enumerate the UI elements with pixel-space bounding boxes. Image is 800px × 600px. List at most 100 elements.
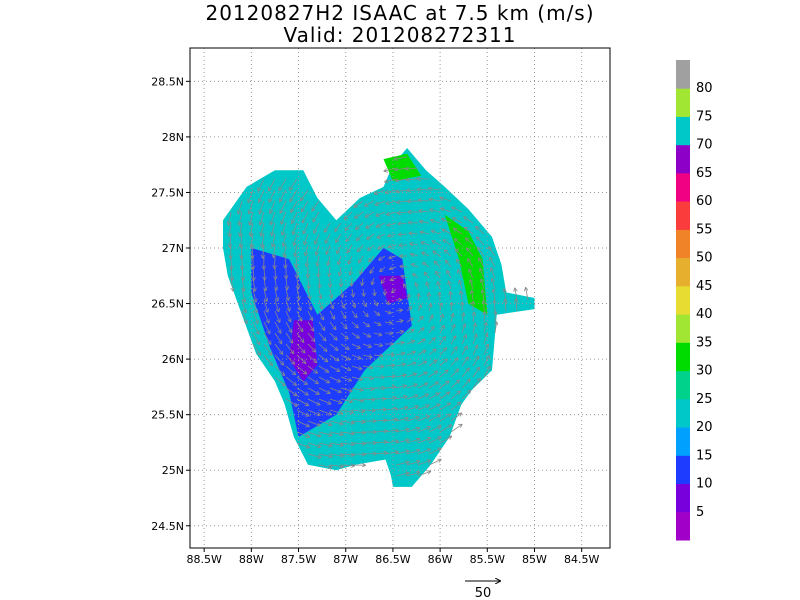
- wind-vector-34: [376, 200, 386, 205]
- wind-vector-142: [338, 255, 342, 264]
- wind-vector-156: [489, 247, 496, 257]
- wind-vector-23: [429, 188, 441, 190]
- wind-vector-226: [449, 281, 451, 290]
- wind-vector-214: [319, 288, 321, 298]
- wind-vector-327: [472, 324, 475, 334]
- wind-vector-454: [362, 410, 375, 411]
- wind-vector-337: [329, 343, 338, 350]
- wind-vector-418: [340, 387, 352, 391]
- wind-vector-173: [401, 266, 408, 267]
- wind-vector-414: [296, 387, 308, 395]
- wind-vector-231: [241, 299, 246, 312]
- wind-vector-366: [417, 350, 425, 356]
- wind-vector-213: [308, 288, 310, 299]
- wind-vector-24: [238, 200, 243, 214]
- wind-vector-227: [460, 281, 463, 290]
- wind-vector-67: [293, 222, 298, 234]
- wind-vector-223: [416, 283, 419, 290]
- wind-vector-82: [453, 218, 463, 224]
- wind-vector-391: [472, 357, 479, 367]
- wind-vector-336: [318, 343, 327, 351]
- wind-vector-428: [450, 380, 459, 389]
- wind-vector-179: [468, 259, 474, 268]
- wind-vector-185: [264, 277, 266, 290]
- wind-vector-316: [351, 332, 359, 338]
- wind-vector-450: [318, 409, 331, 414]
- wind-vector-295: [373, 321, 381, 325]
- wind-vector-399: [340, 376, 351, 381]
- wind-vector-180: [479, 258, 485, 268]
- wind-vector-436: [340, 398, 352, 402]
- wind-vector-204: [469, 270, 474, 279]
- wind-vector-87: [262, 233, 265, 247]
- wind-vector-361: [362, 355, 372, 357]
- wind-vector-415: [307, 387, 319, 394]
- wind-vector-155: [478, 248, 485, 257]
- wind-vector-143: [349, 255, 353, 264]
- wind-vector-167: [340, 266, 342, 275]
- wind-vector-506: [439, 437, 451, 444]
- wind-vector-513: [373, 453, 387, 454]
- wind-vector-146: [379, 255, 386, 260]
- wind-vector-131: [477, 237, 485, 246]
- wind-vector-424: [406, 385, 417, 389]
- wind-vector-33: [365, 200, 375, 206]
- wind-vector-334: [296, 343, 305, 353]
- colorbar-swatch-14: [676, 116, 690, 146]
- wind-vector-325: [450, 325, 455, 334]
- wind-vector-490: [428, 426, 441, 433]
- wind-vector-10: [407, 179, 419, 180]
- map-title: 20120827H2 ISAAC at 7.5 km (m/s) Valid: …: [150, 2, 650, 46]
- wind-vector-85: [241, 233, 243, 247]
- wind-vector-449: [307, 409, 320, 415]
- wind-vector-98: [378, 233, 386, 238]
- wind-vector-385: [406, 363, 416, 367]
- wind-vector-212: [297, 288, 299, 299]
- colorbar-label-7: 40: [696, 307, 713, 322]
- wind-vector-407: [428, 371, 437, 378]
- wind-vector-359: [340, 354, 350, 360]
- wind-vector-263: [296, 310, 302, 321]
- wind-vector-69: [314, 222, 320, 233]
- wind-vector-372: [483, 345, 488, 356]
- wind-vector-328: [484, 323, 486, 334]
- wind-vector-109: [241, 244, 242, 258]
- wind-vector-57: [419, 211, 430, 212]
- y-tick-label-6: 27.5N: [151, 186, 184, 199]
- x-tick-label-0: 88.5W: [186, 553, 221, 566]
- wind-vector-39: [430, 199, 441, 201]
- wind-vector-201: [436, 272, 441, 279]
- wind-vector-6: [279, 178, 287, 190]
- colorbar-label-15: 80: [696, 81, 713, 96]
- wind-vector-250: [450, 292, 451, 301]
- wind-vector-215: [330, 288, 332, 298]
- wind-vector-433: [307, 398, 320, 405]
- wind-vector-303: [462, 313, 464, 323]
- colorbar-swatch-6: [676, 342, 690, 372]
- wind-vector-26: [260, 200, 265, 213]
- wind-vector-394: [285, 376, 296, 385]
- colorbar-swatch-2: [676, 455, 690, 484]
- wind-vector-123: [389, 245, 397, 247]
- wind-vector-266: [329, 310, 334, 319]
- wind-vector-462: [450, 402, 461, 411]
- wind-vector-89: [283, 233, 287, 246]
- colorbar-swatch-10: [676, 229, 690, 259]
- wind-vector-72: [345, 222, 353, 230]
- colorbar-swatch-3: [676, 427, 690, 456]
- wind-vector-88: [273, 233, 276, 246]
- wind-vector-169: [360, 266, 364, 274]
- colorbar-swatch-9: [676, 257, 690, 287]
- wind-vector-60: [452, 208, 463, 213]
- wind-vector-320: [395, 332, 403, 334]
- wind-vector-54: [387, 211, 397, 215]
- wind-vector-113: [284, 244, 286, 257]
- wind-vector-509: [329, 454, 343, 456]
- wind-vector-42: [239, 211, 243, 225]
- wind-vector-451: [329, 409, 342, 413]
- wind-vector-358: [329, 354, 339, 361]
- wind-vector-187: [286, 277, 287, 289]
- wind-vector-299: [417, 317, 423, 323]
- wind-vector-22: [418, 189, 430, 190]
- wind-vector-349: [461, 335, 466, 345]
